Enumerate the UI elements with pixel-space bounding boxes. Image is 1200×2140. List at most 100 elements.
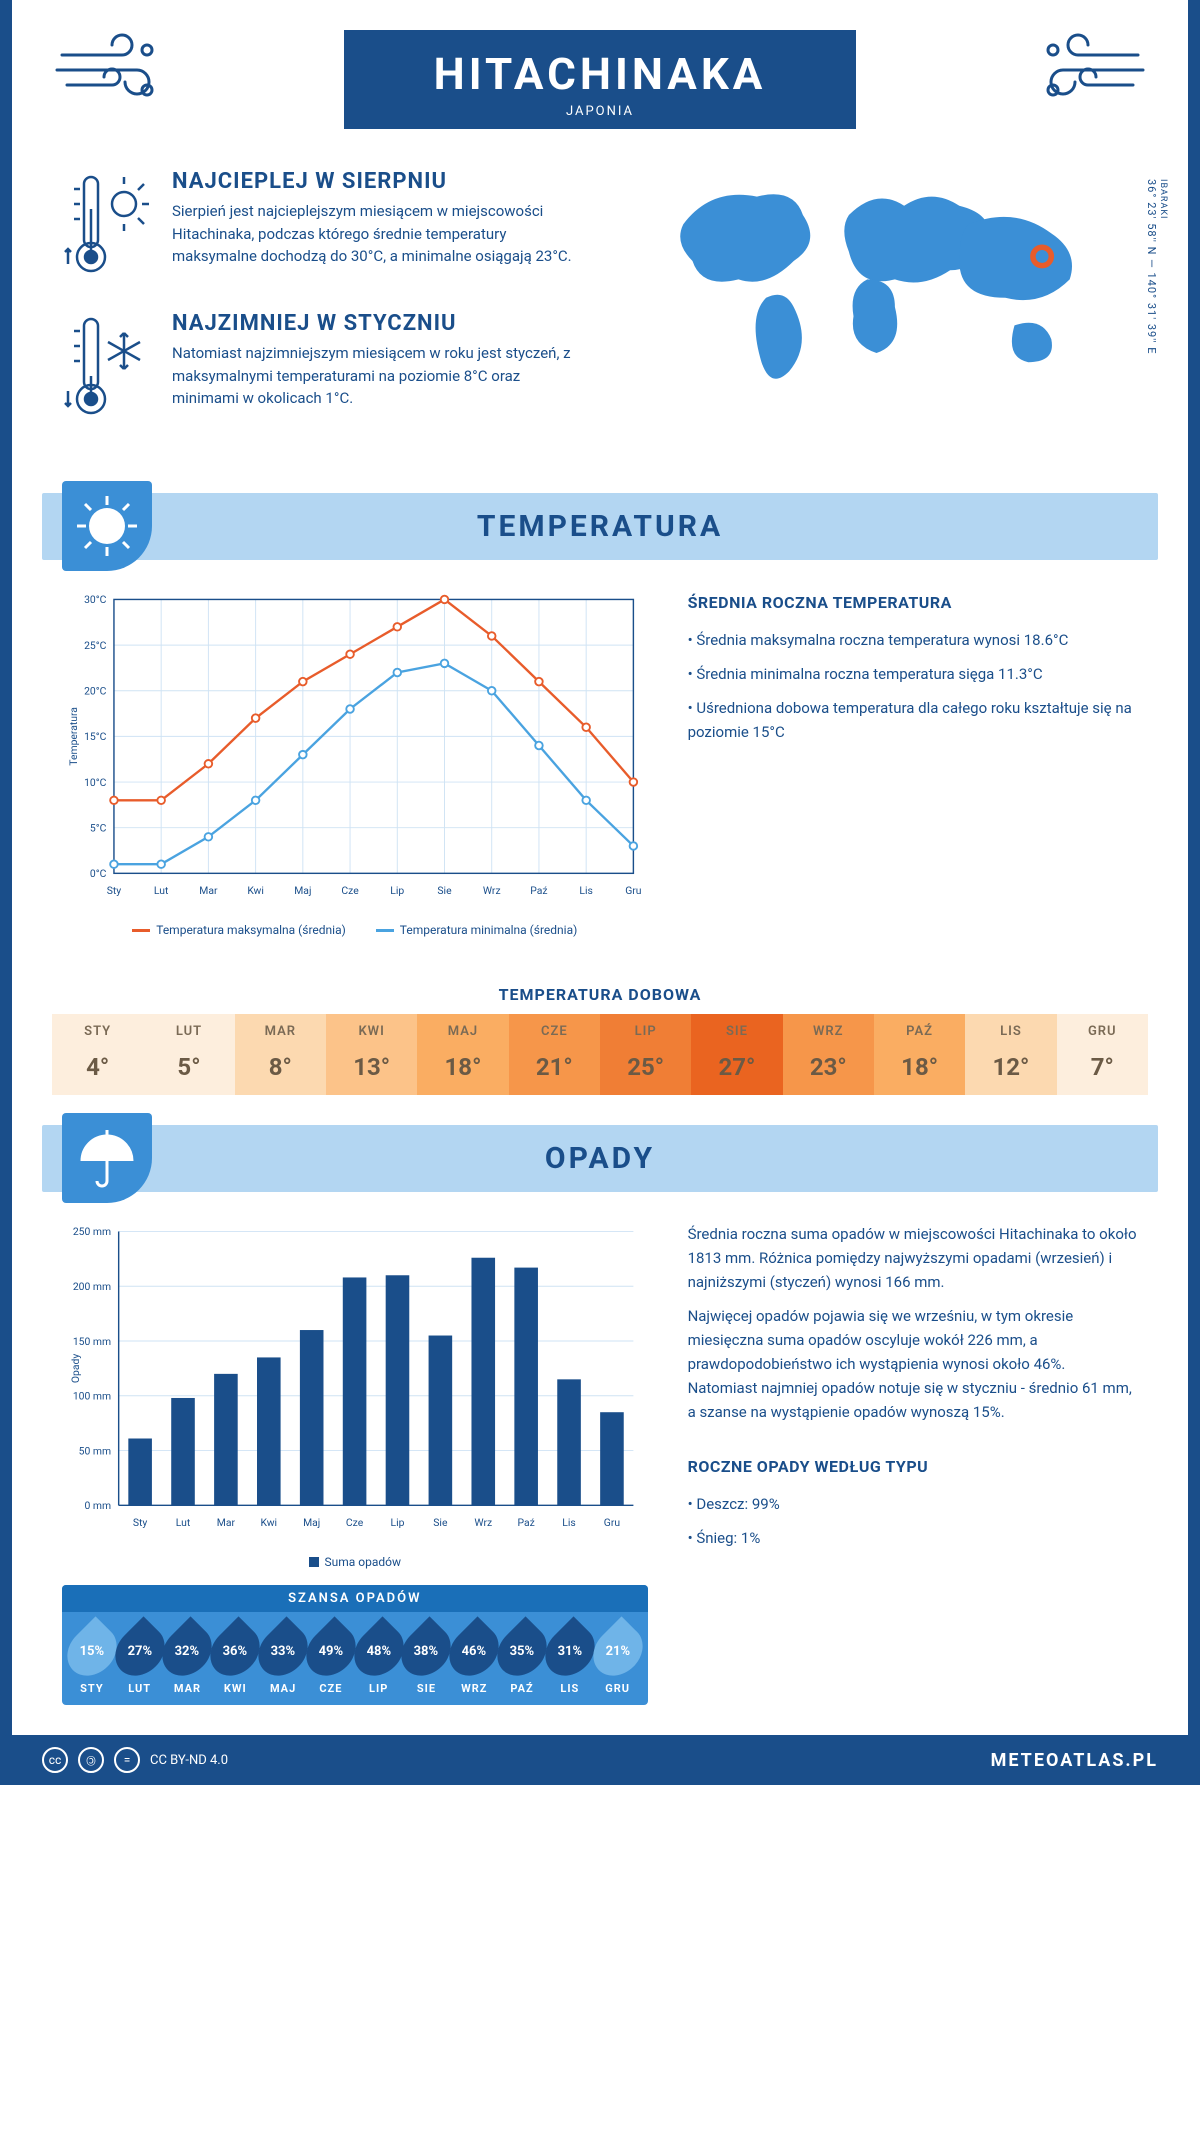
thermometer-snow-icon: [62, 311, 152, 425]
precip-chance-cell: 48%LIP: [355, 1624, 403, 1695]
svg-text:0°C: 0°C: [90, 867, 107, 880]
daily-temp-cell: WRZ23°: [783, 1014, 874, 1095]
temp-legend: Temperatura maksymalna (średnia) Tempera…: [62, 923, 648, 937]
precip-legend: Suma opadów: [62, 1555, 648, 1569]
svg-text:Wrz: Wrz: [483, 884, 501, 897]
precip-chance-cell: 38%SIE: [403, 1624, 451, 1695]
svg-text:Mar: Mar: [199, 884, 218, 897]
city-name: HITACHINAKA: [434, 48, 767, 100]
temperature-banner: TEMPERATURA: [42, 493, 1158, 560]
svg-text:Paź: Paź: [530, 884, 547, 897]
umbrella-icon: [62, 1113, 152, 1203]
precip-banner: OPADY: [42, 1125, 1158, 1192]
svg-text:Sty: Sty: [107, 884, 122, 897]
cc-icon: cc: [42, 1747, 68, 1773]
precip-bar-chart: 0 mm50 mm100 mm150 mm200 mm250 mmOpadySt…: [62, 1222, 648, 1543]
precip-chance-cell: 31%LIS: [546, 1624, 594, 1695]
precip-chance-cell: 49%CZE: [307, 1624, 355, 1695]
svg-text:Cze: Cze: [346, 1516, 364, 1529]
daily-temp-cell: SIE27°: [691, 1014, 782, 1095]
avg-temp-title: ŚREDNIA ROCZNA TEMPERATURA: [688, 590, 1138, 616]
precip-chance-cell: 27%LUT: [116, 1624, 164, 1695]
header: HITACHINAKA JAPONIA: [12, 0, 1188, 149]
svg-text:Cze: Cze: [341, 884, 359, 897]
country-name: JAPONIA: [434, 104, 767, 119]
svg-text:Gru: Gru: [604, 1516, 621, 1529]
daily-temp-cell: LIP25°: [600, 1014, 691, 1095]
svg-text:Lut: Lut: [176, 1516, 191, 1529]
svg-text:5°C: 5°C: [90, 821, 107, 834]
title-banner: HITACHINAKA JAPONIA: [344, 30, 857, 129]
wind-icon: [52, 30, 162, 114]
svg-text:Maj: Maj: [294, 884, 311, 897]
svg-text:200 mm: 200 mm: [73, 1280, 111, 1293]
footer: cc 🄯 = CC BY-ND 4.0 METEOATLAS.PL: [12, 1735, 1188, 1785]
svg-text:Paź: Paź: [518, 1516, 535, 1529]
precip-chance-cell: 36%KWI: [211, 1624, 259, 1695]
precip-type-title: ROCZNE OPADY WEDŁUG TYPU: [688, 1454, 1138, 1480]
svg-text:Maj: Maj: [303, 1516, 320, 1529]
svg-text:Wrz: Wrz: [474, 1516, 492, 1529]
svg-text:Opady: Opady: [69, 1354, 82, 1383]
svg-text:Lip: Lip: [391, 1516, 405, 1529]
precip-para1: Średnia roczna suma opadów w miejscowośc…: [688, 1222, 1138, 1294]
nd-icon: =: [114, 1747, 140, 1773]
svg-text:20°C: 20°C: [84, 685, 107, 698]
svg-text:100 mm: 100 mm: [73, 1390, 111, 1403]
temperature-line-chart: 0°C 5°C 10°C 15°C 20°C 25°C 30°C Sty Lut Mar Kwi Ma…: [62, 590, 648, 911]
precip-type-bullet: • Deszcz: 99%: [688, 1492, 1138, 1516]
world-map: [615, 169, 1138, 399]
precip-chance-cell: 21%GRU: [594, 1624, 642, 1695]
svg-text:Lut: Lut: [154, 884, 169, 897]
daily-temp-cell: LIS12°: [965, 1014, 1056, 1095]
svg-text:0 mm: 0 mm: [85, 1499, 112, 1512]
precip-chance-strip: SZANSA OPADÓW 15%STY27%LUT32%MAR36%KWI33…: [62, 1585, 648, 1705]
svg-text:Lip: Lip: [390, 884, 404, 897]
coordinates: IBARAKI 36° 23' 58'' N — 140° 31' 39'' E: [1145, 179, 1168, 355]
by-icon: 🄯: [78, 1747, 104, 1773]
daily-temp-strip: STY4°LUT5°MAR8°KWI13°MAJ18°CZE21°LIP25°S…: [52, 1014, 1148, 1095]
daily-temp-cell: CZE21°: [509, 1014, 600, 1095]
svg-text:Sie: Sie: [437, 884, 452, 897]
svg-text:50 mm: 50 mm: [79, 1444, 111, 1457]
precip-chance-cell: 15%STY: [68, 1624, 116, 1695]
hot-title: NAJCIEPLEJ W SIERPNIU: [172, 169, 585, 194]
wind-icon: [1038, 30, 1148, 114]
site-name: METEOATLAS.PL: [991, 1750, 1158, 1771]
svg-text:Sty: Sty: [133, 1516, 148, 1529]
sun-icon: [62, 481, 152, 571]
svg-text:Gru: Gru: [625, 884, 642, 897]
daily-temp-cell: MAR8°: [235, 1014, 326, 1095]
svg-text:30°C: 30°C: [84, 593, 107, 606]
daily-temp-cell: LUT5°: [143, 1014, 234, 1095]
svg-text:25°C: 25°C: [84, 639, 107, 652]
cold-title: NAJZIMNIEJ W STYCZNIU: [172, 311, 585, 336]
hot-body: Sierpień jest najcieplejszym miesiącem w…: [172, 200, 585, 268]
precip-chance-cell: 35%PAŹ: [498, 1624, 546, 1695]
svg-text:Kwi: Kwi: [247, 884, 264, 897]
svg-text:Sie: Sie: [433, 1516, 448, 1529]
daily-temp-cell: KWI13°: [326, 1014, 417, 1095]
thermometer-sun-icon: [62, 169, 152, 283]
hottest-fact: NAJCIEPLEJ W SIERPNIU Sierpień jest najc…: [62, 169, 585, 283]
coldest-fact: NAJZIMNIEJ W STYCZNIU Natomiast najzimni…: [62, 311, 585, 425]
precip-chance-cell: 46%WRZ: [450, 1624, 498, 1695]
precip-chance-cell: 33%MAJ: [259, 1624, 307, 1695]
avg-temp-bullet: • Uśredniona dobowa temperatura dla całe…: [688, 696, 1138, 744]
precip-type-bullet: • Śnieg: 1%: [688, 1526, 1138, 1550]
precip-chance-cell: 32%MAR: [164, 1624, 212, 1695]
daily-temp-title: TEMPERATURA DOBOWA: [12, 985, 1188, 1004]
license-text: CC BY-ND 4.0: [150, 1753, 228, 1768]
svg-text:15°C: 15°C: [84, 730, 107, 743]
svg-text:10°C: 10°C: [84, 776, 107, 789]
svg-text:Temperatura: Temperatura: [67, 707, 80, 766]
daily-temp-cell: GRU7°: [1057, 1014, 1148, 1095]
daily-temp-cell: PAŹ18°: [874, 1014, 965, 1095]
avg-temp-bullet: • Średnia minimalna roczna temperatura s…: [688, 662, 1138, 686]
svg-text:Kwi: Kwi: [261, 1516, 278, 1529]
svg-text:250 mm: 250 mm: [73, 1225, 111, 1238]
avg-temp-bullet: • Średnia maksymalna roczna temperatura …: [688, 628, 1138, 652]
svg-text:Lis: Lis: [579, 884, 592, 897]
cold-body: Natomiast najzimniejszym miesiącem w rok…: [172, 342, 585, 410]
daily-temp-cell: STY4°: [52, 1014, 143, 1095]
